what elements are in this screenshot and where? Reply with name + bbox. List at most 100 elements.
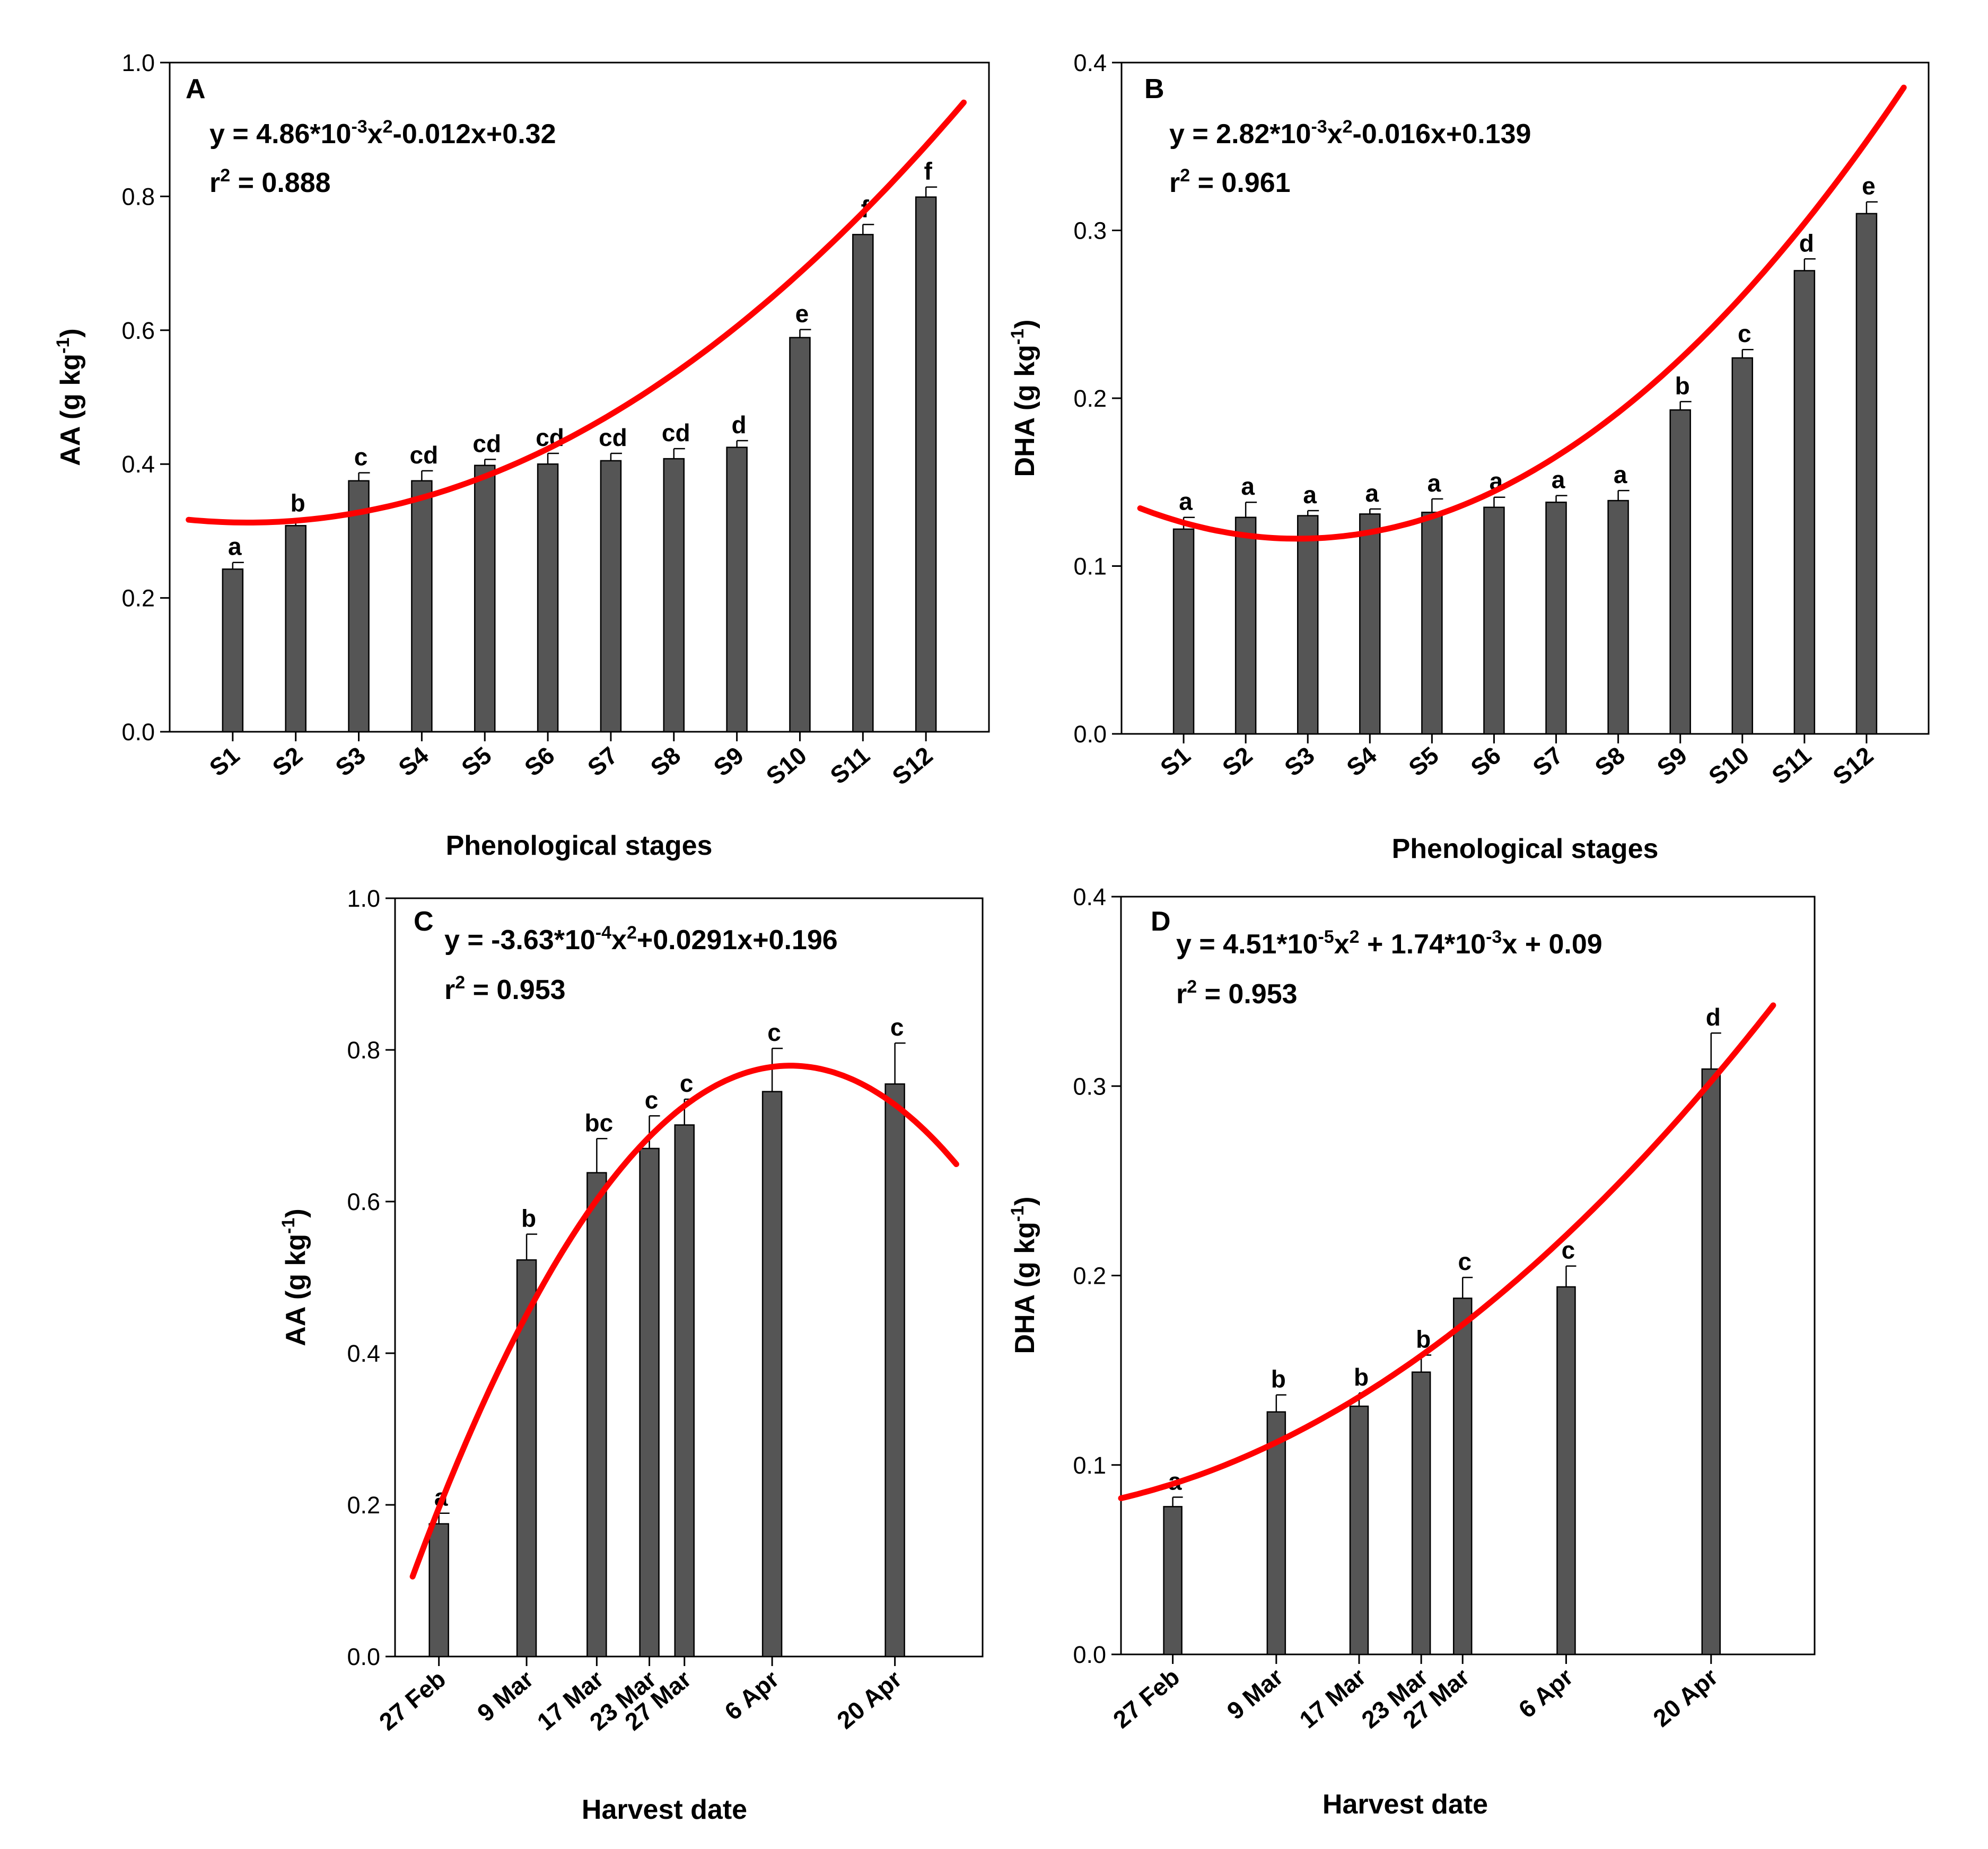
y-tick-label: 0.8	[121, 183, 155, 210]
y-tick-label: 0.1	[1073, 553, 1107, 580]
x-category-label: S7	[582, 741, 623, 782]
y-tick-label: 0.6	[121, 317, 155, 344]
bar-s4	[1359, 513, 1381, 735]
bar-s6	[1483, 506, 1505, 735]
significance-letter: a	[1179, 488, 1193, 515]
significance-letter: cd	[599, 424, 627, 451]
significance-letter: a	[1303, 481, 1317, 509]
x-category-label: S12	[887, 741, 938, 790]
x-category-label: S3	[1279, 741, 1320, 782]
bar-23-mar	[639, 1147, 660, 1658]
bar-s11	[852, 234, 874, 733]
significance-letter: cd	[662, 419, 690, 446]
y-tick-label: 0.4	[121, 451, 155, 478]
significance-letter: c	[680, 1070, 694, 1097]
bar-9-mar	[1266, 1411, 1286, 1655]
x-category-label: 9 Mar	[472, 1665, 539, 1727]
bar-s9	[726, 446, 748, 733]
x-axis-title: Phenological stages	[446, 830, 713, 861]
x-category-label: S12	[1827, 741, 1878, 790]
y-tick-label: 0.2	[1073, 1263, 1106, 1290]
bar-s1	[222, 568, 244, 733]
x-category-label: S10	[1703, 741, 1754, 790]
significance-letter: a	[1427, 469, 1441, 497]
significance-letter: e	[1862, 172, 1876, 200]
significance-letter: f	[924, 157, 932, 185]
bar-27-mar	[1452, 1298, 1473, 1655]
bar-s2	[285, 525, 306, 733]
bar-s7	[1545, 501, 1567, 735]
fit-curve	[186, 99, 967, 525]
x-category-label: 20 Apr	[1648, 1663, 1723, 1732]
bar-s5	[474, 465, 496, 733]
y-tick-label: 0.0	[1073, 1641, 1106, 1668]
bar-s7	[600, 460, 622, 733]
y-tick-label: 0.2	[347, 1492, 380, 1519]
x-axis-title: Harvest date	[1323, 1789, 1488, 1820]
y-tick-label: 1.0	[121, 49, 155, 76]
y-tick-label: 0.8	[347, 1037, 380, 1064]
fit-equation: y = 4.86*10-3x2-0.012x+0.32	[209, 117, 556, 150]
x-category-label: S7	[1527, 741, 1568, 782]
y-tick-label: 0.2	[121, 585, 155, 612]
panel-letter: B	[1144, 74, 1164, 104]
x-category-label: 27 Feb	[1108, 1663, 1185, 1734]
chart-panel-b: 0.00.10.20.30.4S1aS2aS3aS4aS5aS6aS7aS8aS…	[1008, 49, 1930, 864]
r-squared: r2 = 0.961	[1169, 165, 1291, 198]
x-category-label: S2	[267, 741, 308, 782]
y-axis-title: DHA (g kg-1)	[1008, 320, 1040, 477]
significance-letter: a	[1552, 466, 1565, 494]
y-axis-title: AA (g kg-1)	[53, 328, 86, 466]
fit-curve	[409, 1063, 959, 1580]
bar-6-apr	[761, 1091, 783, 1658]
significance-letter: c	[354, 443, 368, 471]
significance-letter: c	[645, 1086, 659, 1114]
bar-20-apr	[1701, 1068, 1721, 1655]
significance-letter: b	[1675, 372, 1690, 399]
bar-s3	[348, 480, 370, 733]
y-tick-label: 0.4	[347, 1340, 380, 1367]
significance-letter: cd	[472, 430, 501, 457]
y-tick-label: 0.3	[1073, 217, 1107, 244]
bar-s12	[915, 196, 937, 733]
y-tick-label: 0.4	[1073, 883, 1106, 910]
bar-6-apr	[1556, 1286, 1576, 1655]
x-category-label: S8	[645, 741, 686, 782]
r-squared: r2 = 0.888	[209, 165, 331, 198]
x-category-label: S3	[330, 741, 371, 782]
significance-letter: c	[1738, 320, 1751, 347]
bar-s1	[1172, 528, 1195, 735]
x-category-label: S5	[456, 741, 497, 782]
y-tick-label: 0.2	[1073, 385, 1107, 412]
x-category-label: 9 Mar	[1222, 1663, 1289, 1725]
fit-curve	[1137, 84, 1907, 542]
x-category-label: S11	[1766, 741, 1816, 790]
bar-23-mar	[1411, 1371, 1431, 1655]
significance-letter: bc	[585, 1109, 614, 1136]
significance-letter: d	[732, 411, 747, 439]
bar-s11	[1793, 270, 1816, 735]
significance-letter: c	[767, 1019, 781, 1046]
bar-20-apr	[884, 1083, 905, 1658]
y-tick-label: 0.3	[1073, 1073, 1106, 1100]
bar-27-mar	[674, 1124, 695, 1658]
bar-17-mar	[586, 1172, 607, 1658]
x-category-label: 17 Mar	[1294, 1663, 1371, 1734]
significance-letter: c	[1458, 1248, 1472, 1275]
r-squared: r2 = 0.953	[444, 972, 566, 1005]
significance-letter: b	[291, 489, 305, 517]
y-tick-label: 0.4	[1073, 49, 1107, 76]
y-axis-title: AA (g kg-1)	[278, 1208, 311, 1346]
y-tick-label: 0.1	[1073, 1452, 1106, 1479]
x-category-label: 6 Apr	[1513, 1663, 1578, 1723]
bar-s12	[1855, 213, 1878, 735]
significance-letter: a	[228, 533, 242, 560]
y-tick-label: 0.0	[121, 718, 155, 746]
significance-letter: d	[1706, 1003, 1721, 1031]
bar-s8	[1607, 500, 1629, 735]
y-axis-title: DHA (g kg-1)	[1008, 1197, 1040, 1354]
bar-s8	[663, 458, 685, 733]
x-category-label: S11	[825, 741, 875, 790]
